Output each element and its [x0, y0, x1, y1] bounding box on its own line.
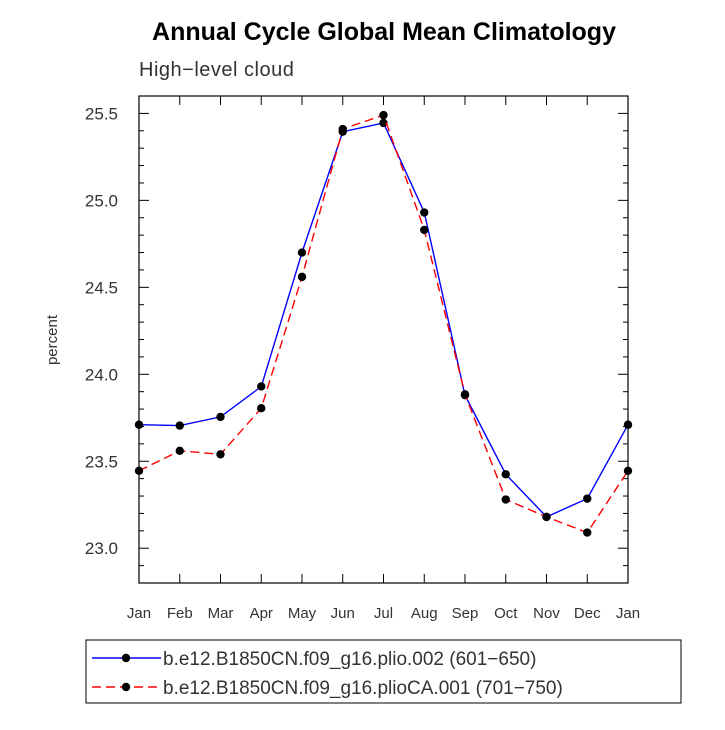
series-2-point — [501, 495, 510, 504]
x-tick-label: Apr — [250, 605, 273, 622]
x-tick-label: Aug — [411, 605, 438, 622]
series-1-point — [501, 470, 510, 479]
x-tick-label: Mar — [208, 605, 234, 622]
x-tick-label: Oct — [494, 605, 518, 622]
x-tick-label: Feb — [167, 605, 193, 622]
x-tick-label: May — [288, 605, 317, 622]
series-group — [134, 110, 633, 537]
y-tick-label: 23.5 — [85, 452, 118, 471]
legend: b.e12.B1850CN.f09_g16.plio.002 (601−650)… — [85, 639, 682, 704]
series-1-point — [623, 420, 633, 429]
series-2-point — [297, 272, 307, 282]
series-2-point — [420, 225, 429, 235]
series-2-point — [134, 466, 144, 476]
series-2-point — [623, 466, 633, 476]
series-2-point — [542, 512, 551, 522]
series-2-point — [175, 446, 184, 456]
series-1-point — [583, 494, 592, 503]
y-tick-label: 25.5 — [85, 104, 118, 123]
legend-label-2: b.e12.B1850CN.f09_g16.plioCA.001 (701−75… — [163, 678, 563, 699]
y-tick-label: 25.0 — [85, 191, 118, 210]
x-tick-label: Jul — [374, 605, 393, 622]
series-2-point — [338, 124, 347, 134]
series-1-point — [379, 118, 388, 128]
series-2-point — [583, 528, 592, 537]
series-1-point — [134, 420, 144, 429]
y-tick-label: 23.0 — [85, 539, 118, 558]
legend-box — [85, 639, 682, 704]
series-line-2 — [138, 114, 629, 534]
plot-frame — [138, 95, 629, 584]
series-2-point — [257, 404, 266, 413]
series-1-point — [420, 208, 429, 217]
series-2-point — [216, 450, 225, 459]
x-tick-label: Jun — [331, 605, 355, 622]
axes: Jan Feb Mar Apr May Jun Jul Aug Sep Oct Nov Dec Jan 2… — [85, 95, 640, 622]
x-tick-label: Jan — [127, 605, 151, 622]
series-1-point — [175, 421, 184, 430]
chart-subtitle: High−level cloud — [139, 59, 294, 81]
x-tick-label: Sep — [452, 605, 479, 622]
legend-marker-2 — [121, 682, 131, 692]
legend-marker-1 — [121, 653, 131, 663]
y-tick-label: 24.5 — [85, 278, 118, 297]
x-tick-label: Nov — [533, 605, 560, 622]
series-1-point — [297, 248, 307, 257]
series-line-1 — [138, 122, 629, 518]
chart-title: Annual Cycle Global Mean Climatology — [152, 18, 616, 46]
series-1-point — [257, 382, 266, 391]
series-1-point — [216, 412, 225, 422]
x-tick-label: Dec — [574, 605, 601, 622]
series-2-point — [379, 110, 388, 120]
series-2-point — [460, 390, 470, 399]
legend-label-1: b.e12.B1850CN.f09_g16.plio.002 (601−650) — [163, 649, 536, 670]
x-tick-label: Jan — [616, 605, 640, 622]
y-axis-label: percent — [44, 314, 61, 365]
y-tick-label: 24.0 — [85, 365, 118, 384]
